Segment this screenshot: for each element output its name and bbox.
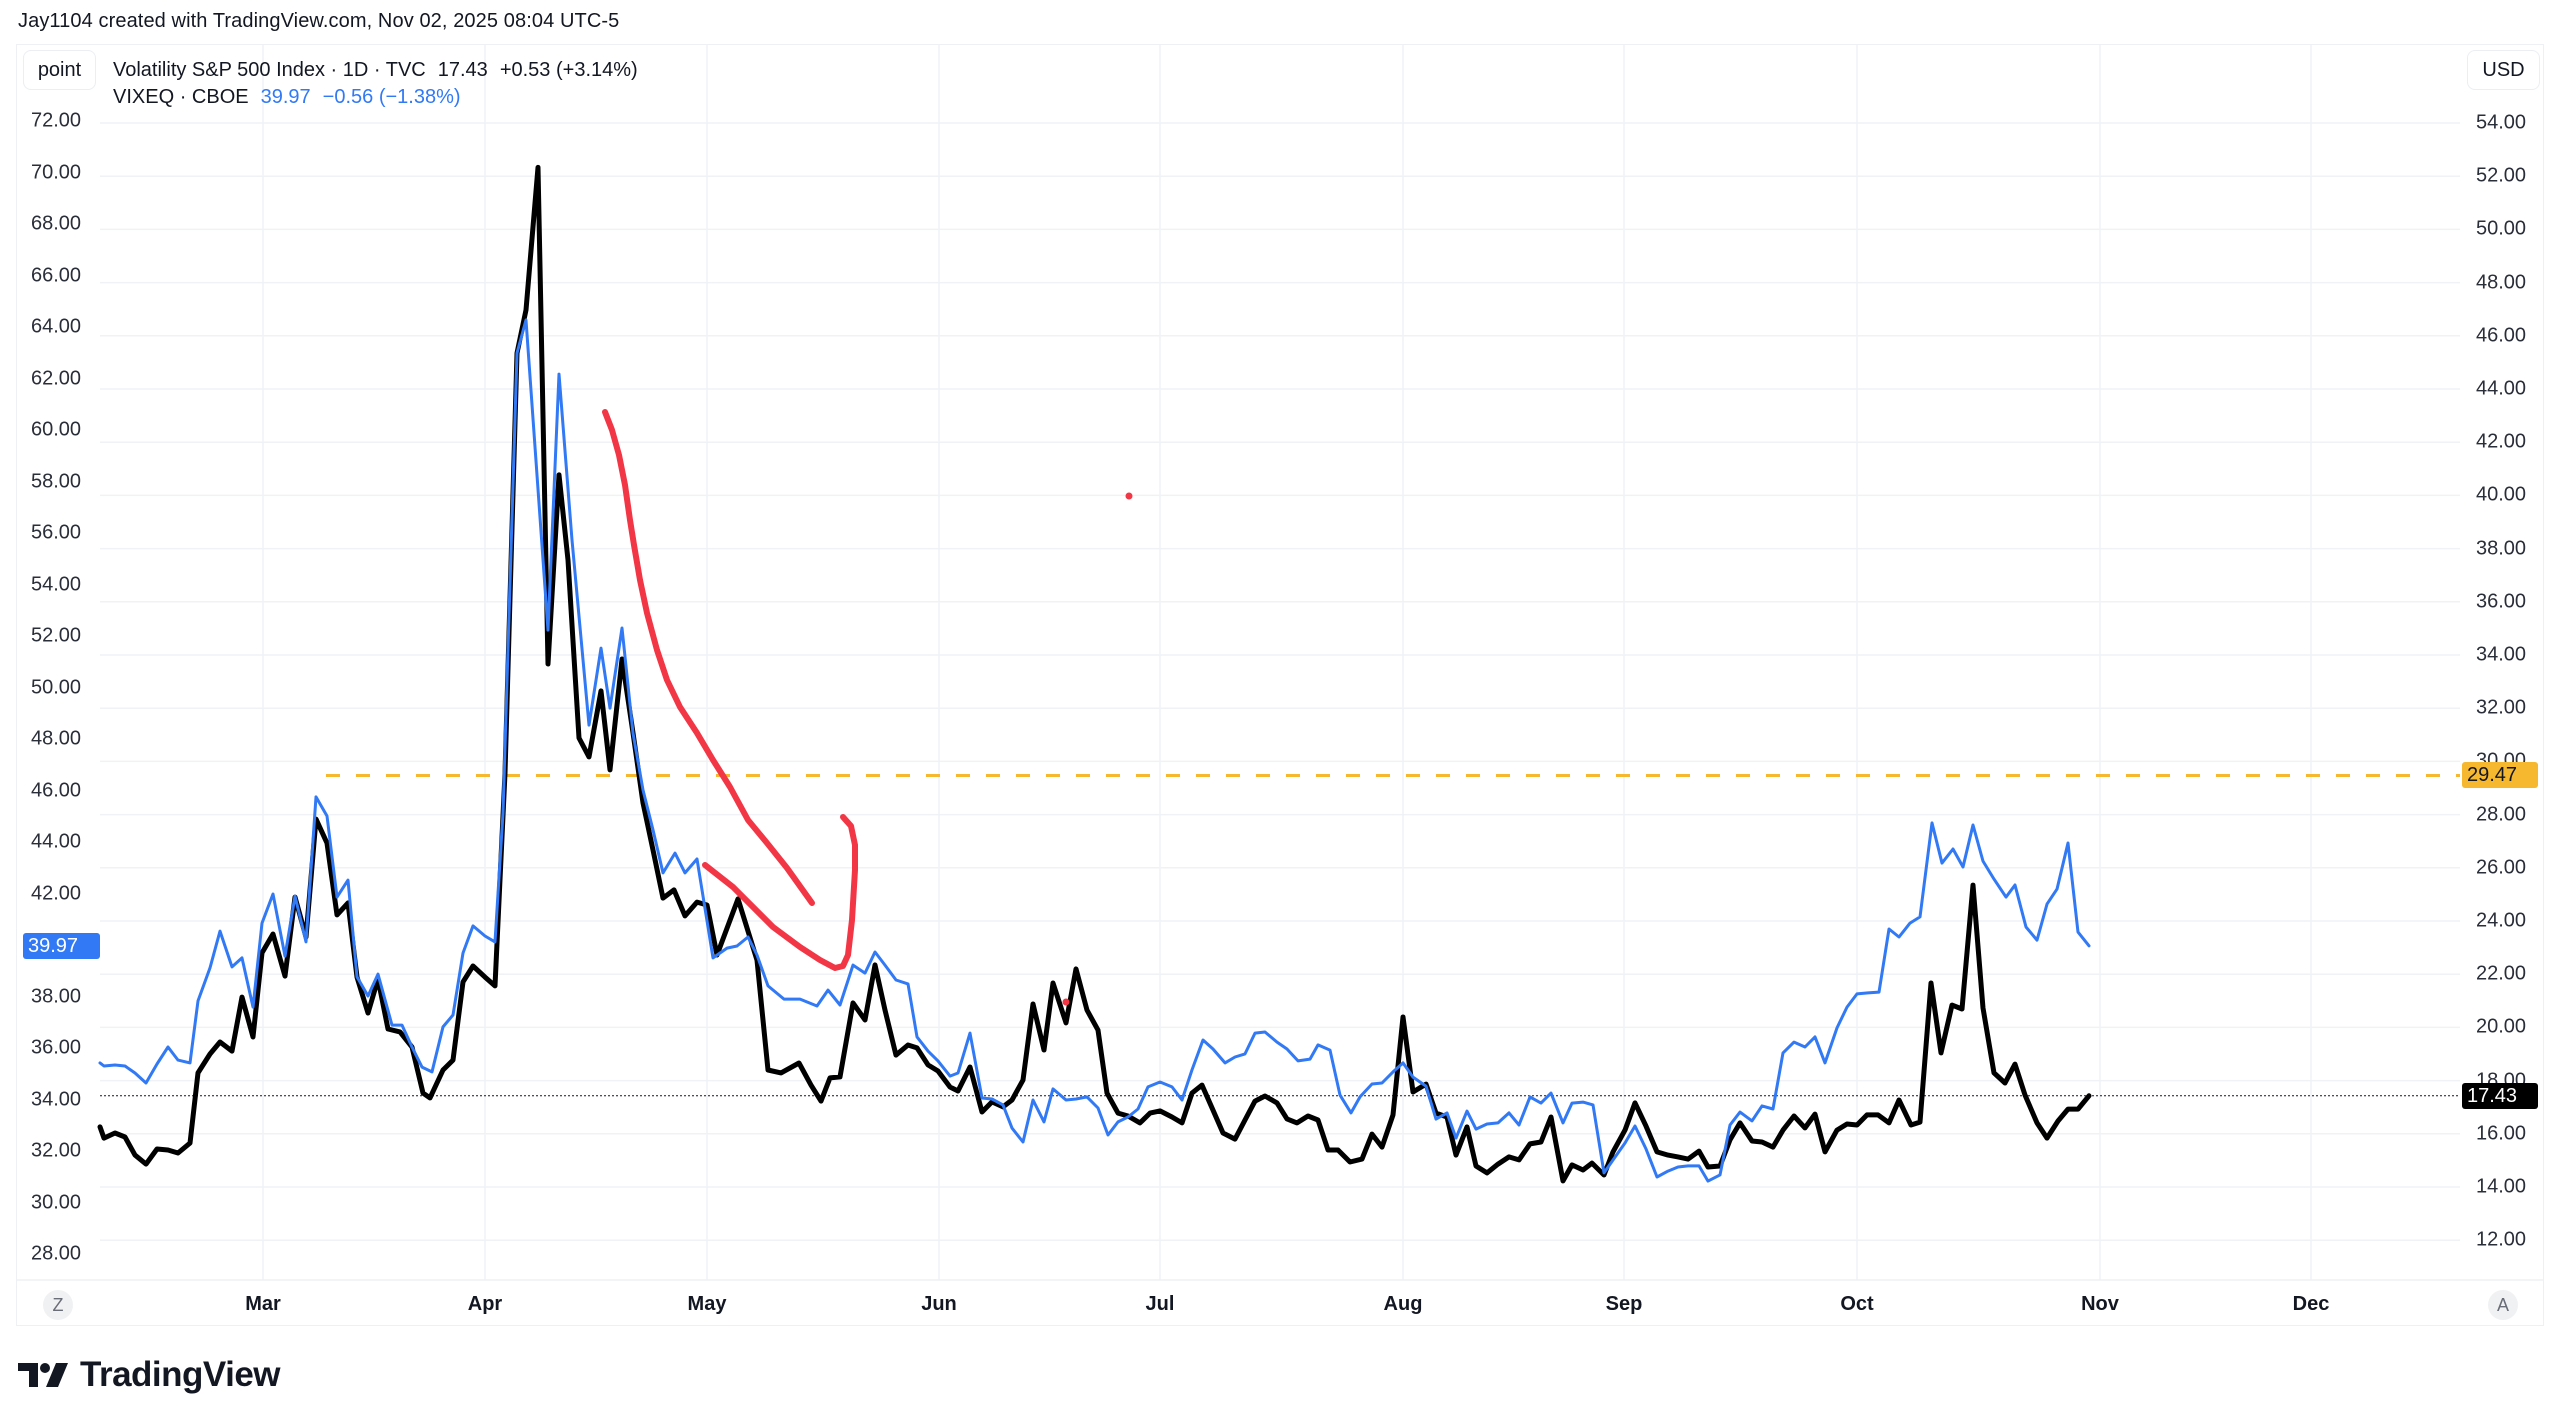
left-axis-tick-label: 44.00 bbox=[31, 830, 82, 853]
tradingview-logo-icon bbox=[18, 1363, 68, 1387]
left-axis-tick-label: 42.00 bbox=[31, 882, 82, 904]
right-axis-tick-label: 24.00 bbox=[2476, 909, 2527, 932]
legend-vix-change: +0.53 (+3.14%) bbox=[499, 59, 638, 81]
left-axis-tick-label: 30.00 bbox=[31, 1191, 82, 1213]
tradingview-logo[interactable]: TradingView bbox=[18, 1355, 281, 1395]
left-scale-unit-button[interactable]: point bbox=[23, 50, 96, 90]
left-axis-tick-label: 62.00 bbox=[31, 367, 82, 389]
left-axis-tick-label: 58.00 bbox=[31, 470, 82, 492]
time-axis-label-mar: Mar bbox=[245, 1293, 281, 1315]
legend-vix-name: Volatility S&P 500 Index · 1D · TVC bbox=[113, 59, 426, 81]
left-axis-tick-label: 66.00 bbox=[31, 264, 82, 286]
right-axis-tick-label: 16.00 bbox=[2476, 1122, 2527, 1145]
right-axis-tick-label: 32.00 bbox=[2476, 696, 2527, 719]
time-axis-label-aug: Aug bbox=[1383, 1293, 1423, 1315]
right-axis-tick-label: 36.00 bbox=[2476, 590, 2527, 613]
right-axis-tick-label: 42.00 bbox=[2476, 430, 2527, 453]
right-axis-tick-label: 38.00 bbox=[2476, 537, 2527, 560]
horizontal-line-price-tag: 29.47 bbox=[2462, 762, 2538, 788]
left-axis-tick-label: 68.00 bbox=[31, 212, 82, 235]
tradingview-logo-text: TradingView bbox=[80, 1355, 281, 1394]
right-axis-tick-label: 26.00 bbox=[2476, 856, 2527, 879]
time-axis-label-jun: Jun bbox=[921, 1293, 957, 1315]
annotation-freehand-stroke bbox=[702, 814, 858, 971]
left-axis-tick-label: 28.00 bbox=[31, 1242, 82, 1265]
right-axis-tick-label: 28.00 bbox=[2476, 803, 2527, 826]
right-axis-tick-label: 20.00 bbox=[2476, 1015, 2527, 1038]
vix-line bbox=[97, 164, 2092, 1184]
right-axis-tick-label: 54.00 bbox=[2476, 111, 2527, 134]
right-axis-tick-label: 14.00 bbox=[2476, 1175, 2527, 1198]
legend-vix-value: 17.43 bbox=[437, 59, 488, 81]
auto-scale-button[interactable]: A bbox=[2488, 1290, 2518, 1320]
left-axis-tick-label: 56.00 bbox=[31, 521, 82, 544]
time-axis-label-jul: Jul bbox=[1145, 1293, 1175, 1315]
right-scale-unit-button[interactable]: USD bbox=[2467, 50, 2540, 90]
left-axis-tick-label: 32.00 bbox=[31, 1139, 82, 1162]
chart-legend: Volatility S&P 500 Index · 1D · TVC 17.4… bbox=[113, 57, 638, 111]
legend-row-vix[interactable]: Volatility S&P 500 Index · 1D · TVC 17.4… bbox=[113, 57, 638, 84]
legend-vixeq-value: 39.97 bbox=[260, 86, 311, 108]
vixeq-last-price-tag: 39.97 bbox=[23, 933, 100, 959]
time-axis-label-oct: Oct bbox=[1840, 1293, 1874, 1315]
time-axis-label-may: May bbox=[687, 1293, 727, 1315]
time-axis-label-apr: Apr bbox=[467, 1293, 503, 1315]
left-axis-tick-label: 72.00 bbox=[31, 109, 82, 132]
legend-row-vixeq[interactable]: VIXEQ · CBOE 39.97 −0.56 (−1.38%) bbox=[113, 84, 638, 111]
left-axis-tick-label: 46.00 bbox=[31, 779, 82, 801]
left-axis-tick-label: 70.00 bbox=[31, 161, 82, 183]
left-axis-tick-label: 64.00 bbox=[31, 315, 82, 338]
left-axis-tick-label: 60.00 bbox=[31, 418, 82, 441]
left-axis-tick-label: 54.00 bbox=[31, 573, 82, 595]
left-axis-tick-label: 38.00 bbox=[31, 985, 82, 1007]
right-axis-tick-label: 44.00 bbox=[2476, 377, 2527, 400]
chart-frame bbox=[16, 44, 2544, 1326]
annotation-dot bbox=[1125, 492, 1133, 500]
annotation-dot bbox=[1062, 998, 1070, 1006]
chart-credit: Jay1104 created with TradingView.com, No… bbox=[18, 10, 620, 32]
left-axis-tick-label: 34.00 bbox=[31, 1088, 82, 1110]
right-axis-tick-label: 12.00 bbox=[2476, 1228, 2527, 1251]
right-axis-tick-label: 52.00 bbox=[2476, 164, 2527, 187]
time-axis-label-nov: Nov bbox=[2081, 1293, 2119, 1315]
annotation-freehand-stroke bbox=[602, 409, 815, 906]
right-axis-tick-label: 46.00 bbox=[2476, 324, 2527, 347]
left-axis-tick-label: 36.00 bbox=[31, 1036, 82, 1059]
zoom-reset-button[interactable]: Z bbox=[43, 1290, 73, 1320]
vixeq-line bbox=[98, 318, 2091, 1183]
vix-last-price-tag: 17.43 bbox=[2462, 1083, 2538, 1109]
right-axis-tick-label: 50.00 bbox=[2476, 217, 2527, 240]
right-axis-tick-label: 34.00 bbox=[2476, 643, 2527, 666]
right-axis-tick-label: 40.00 bbox=[2476, 483, 2527, 506]
left-axis-tick-label: 50.00 bbox=[31, 676, 82, 698]
left-axis-tick-label: 52.00 bbox=[31, 624, 82, 647]
legend-vixeq-name: VIXEQ · CBOE bbox=[113, 86, 249, 108]
left-axis-tick-label: 48.00 bbox=[31, 727, 82, 750]
legend-vixeq-change: −0.56 (−1.38%) bbox=[322, 86, 461, 108]
time-axis-label-sep: Sep bbox=[1605, 1293, 1643, 1315]
right-axis-tick-label: 48.00 bbox=[2476, 271, 2527, 294]
time-axis-label-dec: Dec bbox=[2292, 1293, 2330, 1315]
right-axis-tick-label: 22.00 bbox=[2476, 962, 2527, 985]
